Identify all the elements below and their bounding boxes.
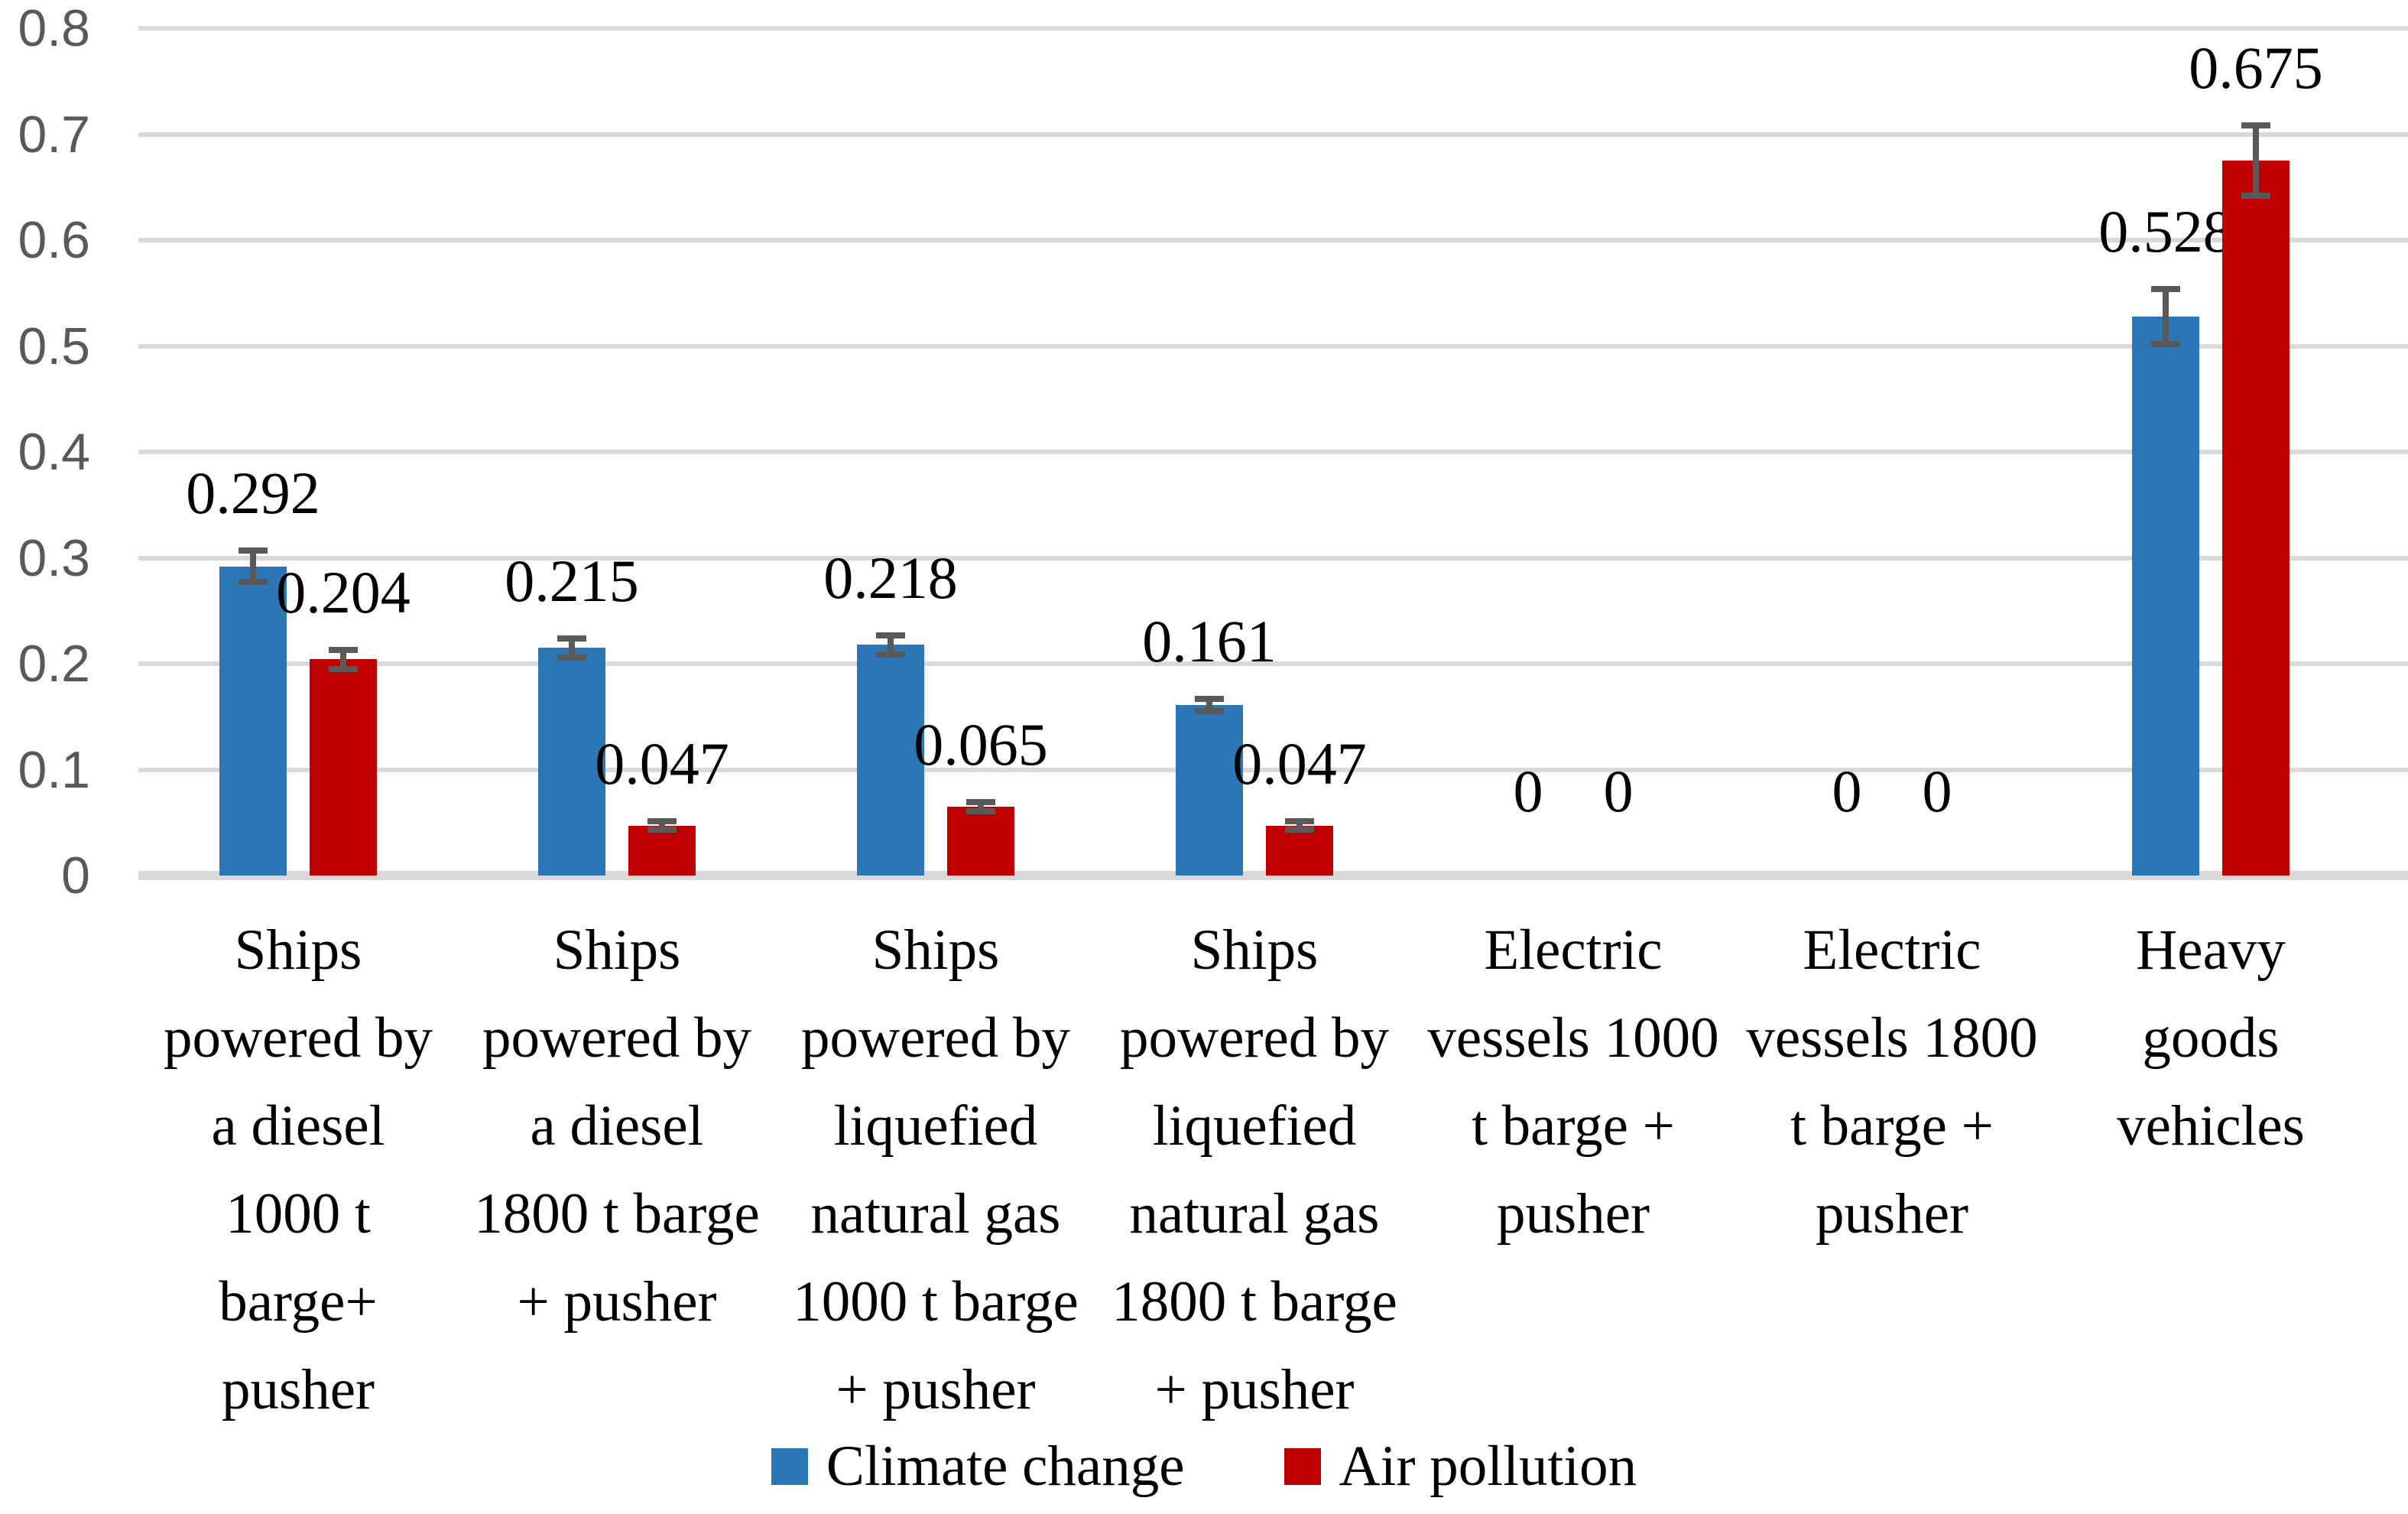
bar-climate-change-2: [857, 645, 924, 876]
x-category-label-0: Ships powered by a diesel 1000 t barge+ …: [164, 918, 433, 1421]
error-bar-air-pollution-1: [659, 821, 665, 830]
error-bar-air-pollution-3: [1296, 821, 1303, 830]
y-tick-label: 0.8: [18, 0, 90, 57]
error-bar-cap: [329, 665, 358, 672]
error-bar-climate-change-2: [888, 635, 894, 655]
gridline: [138, 450, 2408, 454]
y-tick-label: 0.2: [18, 635, 90, 693]
gridline: [138, 26, 2408, 31]
x-category-label-5: Electric vessels 1800 t barge + pusher: [1746, 918, 2038, 1246]
legend-label-climate-change: Climate change: [826, 1434, 1185, 1498]
gridline: [138, 238, 2408, 242]
error-bar-cap: [557, 635, 586, 642]
y-tick-label: 0.3: [18, 528, 90, 587]
bar-climate-change-3: [1176, 705, 1243, 876]
data-label-climate-change-5: 0: [1832, 758, 1862, 824]
error-bar-cap: [876, 651, 905, 658]
error-bar-cap: [2151, 285, 2180, 292]
data-label-air-pollution-0: 0.204: [276, 558, 411, 625]
y-tick-label: 0.5: [18, 317, 90, 375]
error-bar-air-pollution-6: [2253, 125, 2259, 196]
gridline: [138, 343, 2408, 349]
error-bar-cap: [647, 827, 677, 833]
gridline: [138, 555, 2408, 560]
error-bar-cap: [1195, 708, 1224, 715]
x-category-label-6: Heavy goods vehicles: [2117, 918, 2305, 1158]
y-tick-label: 0.4: [18, 423, 90, 481]
bar-climate-change-1: [538, 648, 605, 876]
gridline: [138, 132, 2408, 137]
data-label-climate-change-3: 0.161: [1142, 607, 1277, 674]
legend-item-climate-change: Climate change: [771, 1436, 1185, 1497]
error-bar-cap: [239, 547, 268, 554]
data-label-air-pollution-1: 0.047: [595, 730, 729, 798]
bar-climate-change-6: [2132, 316, 2199, 876]
error-bar-cap: [1285, 818, 1314, 825]
error-bar-cap: [557, 654, 586, 661]
gridline: [138, 661, 2408, 666]
x-category-label-1: Ships powered by a diesel 1800 t barge +…: [474, 918, 760, 1334]
legend-label-air-pollution: Air pollution: [1339, 1434, 1637, 1498]
y-tick-label: 0.1: [18, 740, 90, 799]
x-category-label-4: Electric vessels 1000 t barge + pusher: [1427, 918, 1719, 1246]
data-label-air-pollution-5: 0: [1922, 758, 1952, 824]
x-category-label-2: Ships powered by liquefied natural gas 1…: [793, 918, 1079, 1421]
x-category-label-3: Ships powered by liquefied natural gas 1…: [1112, 918, 1397, 1421]
error-bar-cap: [2241, 192, 2270, 199]
data-label-air-pollution-2: 0.065: [914, 711, 1048, 778]
y-tick-label: 0.7: [18, 105, 90, 164]
error-bar-cap: [876, 632, 905, 638]
data-label-climate-change-2: 0.218: [823, 544, 958, 611]
data-label-air-pollution-4: 0: [1603, 758, 1634, 824]
error-bar-cap: [2241, 122, 2270, 129]
data-label-climate-change-1: 0.215: [505, 547, 639, 614]
error-bar-climate-change-0: [250, 550, 256, 583]
error-bar-climate-change-1: [569, 638, 575, 658]
error-bar-air-pollution-0: [340, 649, 346, 669]
error-bar-cap: [239, 579, 268, 586]
data-label-climate-change-0: 0.292: [186, 459, 320, 526]
error-bar-cap: [1195, 695, 1224, 702]
error-bar-cap: [2151, 340, 2180, 347]
y-tick-label: 0: [61, 846, 90, 905]
legend-item-air-pollution: Air pollution: [1284, 1436, 1637, 1497]
error-bar-air-pollution-2: [978, 802, 984, 811]
y-tick-label: 0.6: [18, 211, 90, 269]
error-bar-cap: [329, 646, 358, 653]
error-bar-climate-change-3: [1206, 698, 1212, 712]
bar-climate-change-0: [219, 566, 287, 876]
bar-air-pollution-0: [310, 659, 377, 876]
error-bar-cap: [966, 807, 995, 814]
error-bar-cap: [647, 818, 677, 825]
bar-air-pollution-2: [947, 806, 1014, 876]
data-label-air-pollution-3: 0.047: [1232, 730, 1367, 798]
legend-swatch-climate-change: [771, 1448, 808, 1485]
bar-air-pollution-6: [2222, 161, 2290, 876]
legend-swatch-air-pollution: [1284, 1448, 1321, 1485]
legend: Climate change Air pollution: [0, 1436, 2408, 1497]
data-label-climate-change-4: 0: [1513, 758, 1543, 824]
data-label-climate-change-6: 0.528: [2098, 197, 2233, 265]
bar-air-pollution-3: [1266, 825, 1333, 876]
data-label-air-pollution-6: 0.675: [2189, 34, 2323, 102]
error-bar-cap: [1285, 827, 1314, 833]
bar-air-pollution-1: [628, 825, 696, 876]
x-axis-line: [138, 871, 2408, 880]
gridline: [138, 767, 2408, 772]
error-bar-climate-change-6: [2163, 288, 2169, 344]
error-bar-cap: [966, 799, 995, 806]
